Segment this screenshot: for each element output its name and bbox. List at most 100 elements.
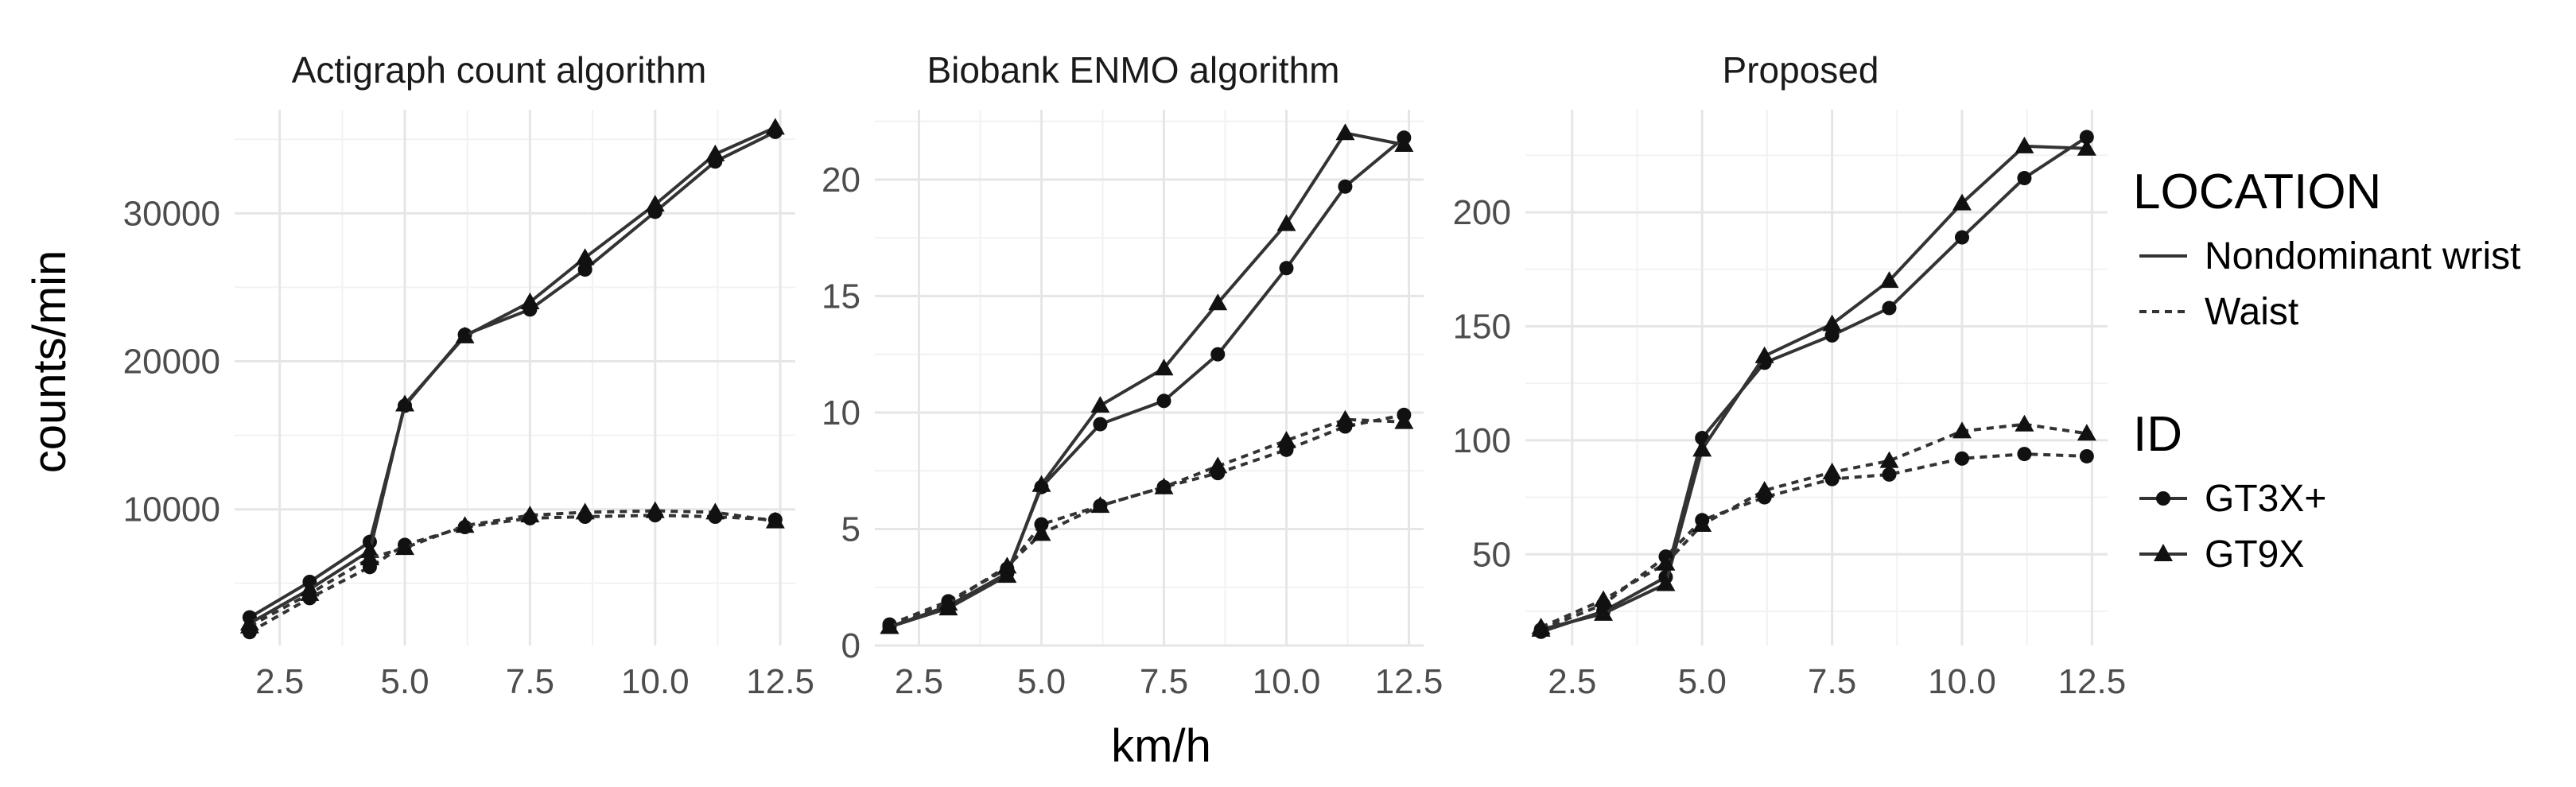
y-tick-label: 0 xyxy=(841,626,861,665)
data-point-triangle xyxy=(997,556,1017,574)
y-tick-label: 10 xyxy=(822,394,861,432)
data-point-triangle xyxy=(1656,553,1676,571)
data-point-triangle xyxy=(1754,346,1774,363)
x-axis-title: km/h xyxy=(1111,720,1211,772)
data-point-circle xyxy=(1338,179,1353,194)
data-point-triangle xyxy=(1335,123,1355,141)
data-point-triangle xyxy=(705,144,725,161)
data-point-triangle xyxy=(1154,477,1174,494)
series-line-nondominant-wrist-gt3x xyxy=(1540,135,2088,634)
data-point-triangle xyxy=(1208,293,1228,311)
data-point-triangle xyxy=(645,195,665,212)
data-point-triangle xyxy=(575,248,595,266)
panel-title: Proposed xyxy=(1723,49,1879,91)
x-tick-label: 7.5 xyxy=(1140,662,1188,701)
panel-actigraph-count-algorithm: 2.5 5.0 7.5 10.0 12.5 10000 20000 30000 Actigrap… xyxy=(123,49,814,701)
legend: LOCATION Nondominant wrist Waist ID GT3X… xyxy=(2133,165,2521,576)
data-point-triangle xyxy=(1032,524,1051,541)
data-point-triangle xyxy=(1879,451,1899,468)
x-tick-label: 2.5 xyxy=(255,662,304,701)
data-point-triangle xyxy=(520,293,540,310)
data-point-triangle xyxy=(1594,590,1614,607)
y-tick-label: 50 xyxy=(1472,535,1511,574)
data-point-circle xyxy=(577,262,593,277)
x-tick-label: 2.5 xyxy=(1548,662,1596,701)
data-point-triangle xyxy=(1276,214,1296,231)
series-line-nondominant-wrist-gt9x xyxy=(1541,144,2087,631)
y-tick-label: 150 xyxy=(1453,307,1511,346)
y-tick-label: 100 xyxy=(1453,421,1511,460)
x-tick-label: 5.0 xyxy=(1678,662,1727,701)
series-line-waist-gt3x xyxy=(248,514,775,634)
series-line-waist-gt9x xyxy=(1540,422,2088,629)
data-point-triangle xyxy=(765,118,785,135)
y-tick-label: 5 xyxy=(841,510,861,549)
panel-title: Biobank ENMO algorithm xyxy=(927,49,1340,91)
data-point-triangle xyxy=(1090,496,1110,514)
x-tick-label: 10.0 xyxy=(1928,662,1996,701)
data-point-triangle xyxy=(1822,314,1842,331)
legend-label-gt9x: GT9X xyxy=(2205,533,2304,576)
y-tick-label: 20 xyxy=(822,161,861,200)
y-tick-label: 200 xyxy=(1453,193,1511,232)
data-point-circle xyxy=(1955,451,1969,466)
data-point-triangle xyxy=(395,538,415,556)
y-axis-title: counts/min xyxy=(24,250,76,473)
series-nondominant-wrist-gt9x xyxy=(239,118,785,631)
series-line-waist-gt3x xyxy=(888,413,1405,626)
data-point-circle xyxy=(1210,347,1226,362)
data-point-triangle xyxy=(1879,271,1899,289)
series-line-waist-gt9x xyxy=(888,417,1405,629)
x-tick-label: 2.5 xyxy=(895,662,943,701)
data-point-circle xyxy=(2017,171,2032,186)
data-point-triangle xyxy=(1692,440,1712,457)
data-point-triangle xyxy=(520,506,540,523)
x-tick-label: 12.5 xyxy=(1375,662,1443,701)
legend-label-gt3x: GT3X+ xyxy=(2205,478,2326,520)
data-point-triangle xyxy=(1154,359,1174,376)
data-point-triangle xyxy=(765,511,785,529)
data-point-triangle xyxy=(1394,412,1414,429)
data-point-triangle xyxy=(1032,475,1051,492)
data-point-triangle xyxy=(2015,136,2034,153)
data-point-triangle xyxy=(1394,134,1414,152)
series-waist-gt9x xyxy=(239,501,785,634)
data-point-circle xyxy=(1824,328,1840,343)
series-waist-gt9x xyxy=(1531,414,2096,635)
y-tick-label: 15 xyxy=(822,277,861,316)
legend-key-gt9x-marker xyxy=(2154,544,2173,561)
data-point-triangle xyxy=(1952,193,1972,211)
series-line-nondominant-wrist-gt9x xyxy=(248,126,776,625)
data-point-circle xyxy=(1093,417,1108,432)
series-nondominant-wrist-gt3x xyxy=(242,124,783,625)
x-tick-label: 10.0 xyxy=(621,662,690,701)
panel-biobank-enmo-algorithm: 2.5 5.0 7.5 10.0 12.5 0 5 10 15 20 Biobank ENMO al… xyxy=(822,49,1443,701)
data-point-triangle xyxy=(880,617,899,634)
series-nondominant-wrist-gt3x xyxy=(882,130,1412,634)
data-point-triangle xyxy=(705,502,725,520)
data-point-triangle xyxy=(2077,424,2096,441)
series-line-nondominant-wrist-gt9x xyxy=(888,131,1405,629)
series-nondominant-wrist-gt9x xyxy=(1531,136,2096,637)
data-point-triangle xyxy=(300,583,320,601)
panel-title: Actigraph count algorithm xyxy=(292,49,707,91)
data-point-triangle xyxy=(1952,421,1972,439)
series-line-nondominant-wrist-gt3x xyxy=(248,130,776,619)
legend-title-id: ID xyxy=(2133,407,2182,462)
legend-title-location: LOCATION xyxy=(2133,165,2381,219)
data-point-circle xyxy=(2079,448,2094,463)
x-tick-label: 10.0 xyxy=(1253,662,1321,701)
x-tick-label: 5.0 xyxy=(380,662,429,701)
data-point-triangle xyxy=(1531,618,1551,635)
data-point-triangle xyxy=(1276,431,1296,448)
data-point-triangle xyxy=(2015,414,2034,432)
data-point-triangle xyxy=(575,502,595,520)
data-point-triangle xyxy=(938,594,958,611)
data-point-triangle xyxy=(1754,480,1774,498)
data-point-circle xyxy=(1279,261,1294,276)
data-point-triangle xyxy=(1335,409,1355,427)
data-point-triangle xyxy=(239,616,259,634)
data-point-triangle xyxy=(1594,603,1614,621)
y-tick-label: 30000 xyxy=(123,194,220,233)
